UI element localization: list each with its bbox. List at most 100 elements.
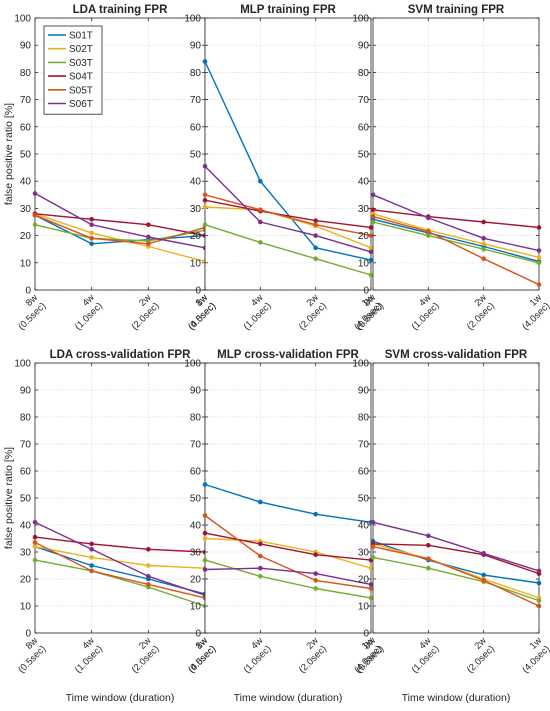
y-tick-label: 10 xyxy=(358,258,370,269)
x-tick-label: 8w(0.5sec) xyxy=(8,292,48,332)
y-tick-label: 50 xyxy=(20,150,32,161)
y-tick-label: 80 xyxy=(358,68,370,79)
data-point-s01t xyxy=(313,245,318,251)
data-point-s01t xyxy=(481,572,486,578)
x-tick-label: 4w(1.0sec) xyxy=(401,292,441,332)
data-point-s01t xyxy=(313,511,318,517)
series-line-s06t xyxy=(372,521,540,572)
chart-title: SVM training FPR xyxy=(408,4,505,16)
legend-label-s06t: S06T xyxy=(69,99,93,110)
y-tick-label: 40 xyxy=(190,177,202,188)
y-tick-label: 30 xyxy=(190,548,202,559)
data-point-s01t xyxy=(202,482,208,487)
data-point-s02t xyxy=(89,555,94,560)
data-point-s05t xyxy=(368,233,374,238)
y-tick-label: 100 xyxy=(14,359,31,370)
legend-label-s02t: S02T xyxy=(69,44,93,55)
y-tick-label: 10 xyxy=(358,602,370,613)
chart-title: LDA cross-validation FPR xyxy=(50,349,191,361)
series-line-s06t xyxy=(34,521,206,596)
x-tick-label: 1w(4.0sec) xyxy=(512,292,550,332)
data-point-s02t xyxy=(146,563,151,568)
chart-panel-3: 0 10 20 30 40 50 60 70 80 90 100 8w(0.5sec) 4w(1.0se… xyxy=(352,4,550,333)
chart-title: MLP training FPR xyxy=(240,4,336,16)
y-tick-label: 90 xyxy=(190,386,202,397)
data-point-s04t xyxy=(368,225,374,230)
y-tick-label: 60 xyxy=(190,467,202,478)
data-point-s05t xyxy=(146,241,151,247)
data-point-s06t xyxy=(368,249,374,255)
data-point-s03t xyxy=(370,219,376,225)
series-line-s01t xyxy=(204,483,372,523)
y-tick-label: 0 xyxy=(363,286,369,297)
series-line-s06t xyxy=(204,567,372,586)
data-point-s03t xyxy=(202,557,208,563)
data-point-s06t xyxy=(146,234,151,240)
data-point-s05t xyxy=(426,556,431,562)
x-tick-label: 4w(1.0sec) xyxy=(401,635,441,675)
y-tick-label: 30 xyxy=(358,548,370,559)
data-point-s06t xyxy=(89,547,94,552)
data-point-s04t xyxy=(202,197,208,203)
data-point-s01t xyxy=(368,257,374,263)
data-point-s06t xyxy=(89,222,94,228)
y-tick-label: 10 xyxy=(190,602,202,613)
series-line-s05t xyxy=(372,215,540,286)
data-point-s05t xyxy=(89,568,94,574)
chart-title: MLP cross-validation FPR xyxy=(217,349,359,361)
y-tick-label: 80 xyxy=(20,413,32,424)
y-tick-label: 20 xyxy=(190,575,202,586)
y-tick-label: 90 xyxy=(20,386,32,397)
x-tick-label: 8w(0.5sec) xyxy=(178,635,218,675)
y-tick-label: 80 xyxy=(358,413,370,424)
series-line-s04t xyxy=(34,213,206,237)
y-tick-label: 30 xyxy=(190,204,202,215)
data-point-s05t xyxy=(32,540,38,545)
series-line-s03t xyxy=(34,559,206,607)
data-point-s01t xyxy=(89,241,94,247)
x-tick-label: 4w(1.0sec) xyxy=(65,635,105,675)
x-tick-label: 2w(2.0sec) xyxy=(121,292,161,332)
y-tick-label: 40 xyxy=(20,521,32,532)
data-point-s05t xyxy=(370,544,376,549)
data-point-s05t xyxy=(313,222,318,228)
y-tick-label: 90 xyxy=(358,41,370,52)
y-tick-label: 30 xyxy=(20,204,32,215)
x-axis-label: Time window (duration) xyxy=(66,692,175,704)
data-point-s05t xyxy=(313,578,318,583)
y-tick-label: 70 xyxy=(190,95,202,106)
x-tick-label: 8w(0.5sec) xyxy=(346,635,386,675)
data-point-s05t xyxy=(368,586,374,591)
data-point-s06t xyxy=(32,191,38,196)
legend: S01T S02T S03T S04T S05T S06T xyxy=(43,25,103,115)
series-line-s05t xyxy=(372,545,540,607)
x-tick-label: 8w(0.5sec) xyxy=(178,292,218,332)
y-axis-label: false positive ratio [%] xyxy=(3,103,15,205)
series-line-s05t xyxy=(34,541,206,599)
series-line-s06t xyxy=(34,192,206,249)
data-point-s03t xyxy=(202,222,208,228)
data-point-s05t xyxy=(426,229,431,234)
y-tick-label: 20 xyxy=(190,231,202,242)
data-point-s05t xyxy=(202,513,208,518)
series-line-s06t xyxy=(372,194,540,252)
data-point-s03t xyxy=(258,574,263,579)
x-tick-label: 2w(2.0sec) xyxy=(121,635,161,675)
data-point-s01t xyxy=(258,178,263,184)
y-tick-label: 80 xyxy=(190,68,202,79)
data-point-s03t xyxy=(368,595,374,601)
data-point-s04t xyxy=(426,542,431,548)
data-point-s03t xyxy=(258,240,263,245)
series-line-s02t xyxy=(372,213,540,259)
chart-title: SVM cross-validation FPR xyxy=(385,349,528,361)
y-tick-label: 90 xyxy=(20,41,32,52)
x-tick-label: 4w(1.0sec) xyxy=(233,292,273,332)
data-point-s04t xyxy=(258,541,263,547)
x-tick-label: 2w(2.0sec) xyxy=(457,292,497,332)
data-point-s03t xyxy=(32,557,38,563)
y-tick-label: 90 xyxy=(358,386,370,397)
series-line-s01t xyxy=(204,61,372,261)
